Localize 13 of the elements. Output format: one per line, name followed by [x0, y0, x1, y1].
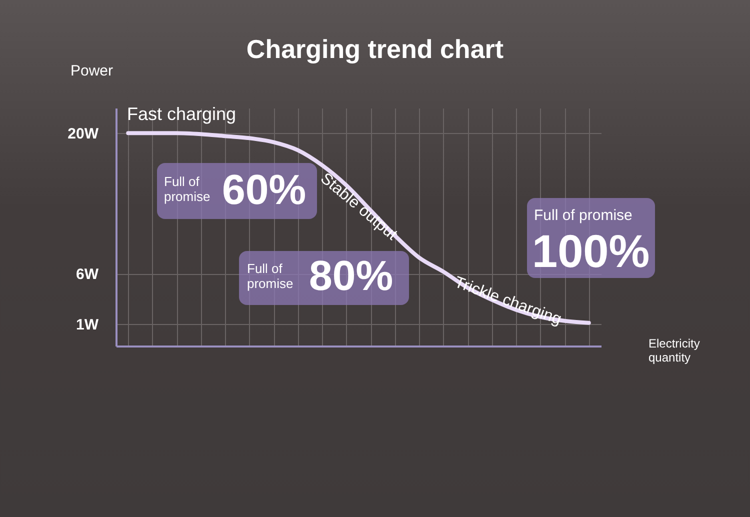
chart-title: Charging trend chart	[246, 34, 504, 64]
x-axis-title: Electricity quantity	[648, 336, 700, 364]
annotation: Fast charging	[127, 104, 236, 125]
annotation: 80%	[309, 252, 394, 300]
y-tick-label: 6W	[76, 266, 100, 284]
y-tick-label: 20W	[68, 126, 100, 143]
annotation: Full of promise	[247, 261, 294, 291]
annotation: 100%	[532, 224, 650, 278]
annotation: Full of promise	[534, 207, 632, 224]
y-tick-label: 1W	[76, 316, 100, 334]
annotation: 60%	[222, 166, 306, 214]
annotation: Full of promise	[164, 174, 212, 204]
y-axis-title: Power	[70, 62, 114, 80]
